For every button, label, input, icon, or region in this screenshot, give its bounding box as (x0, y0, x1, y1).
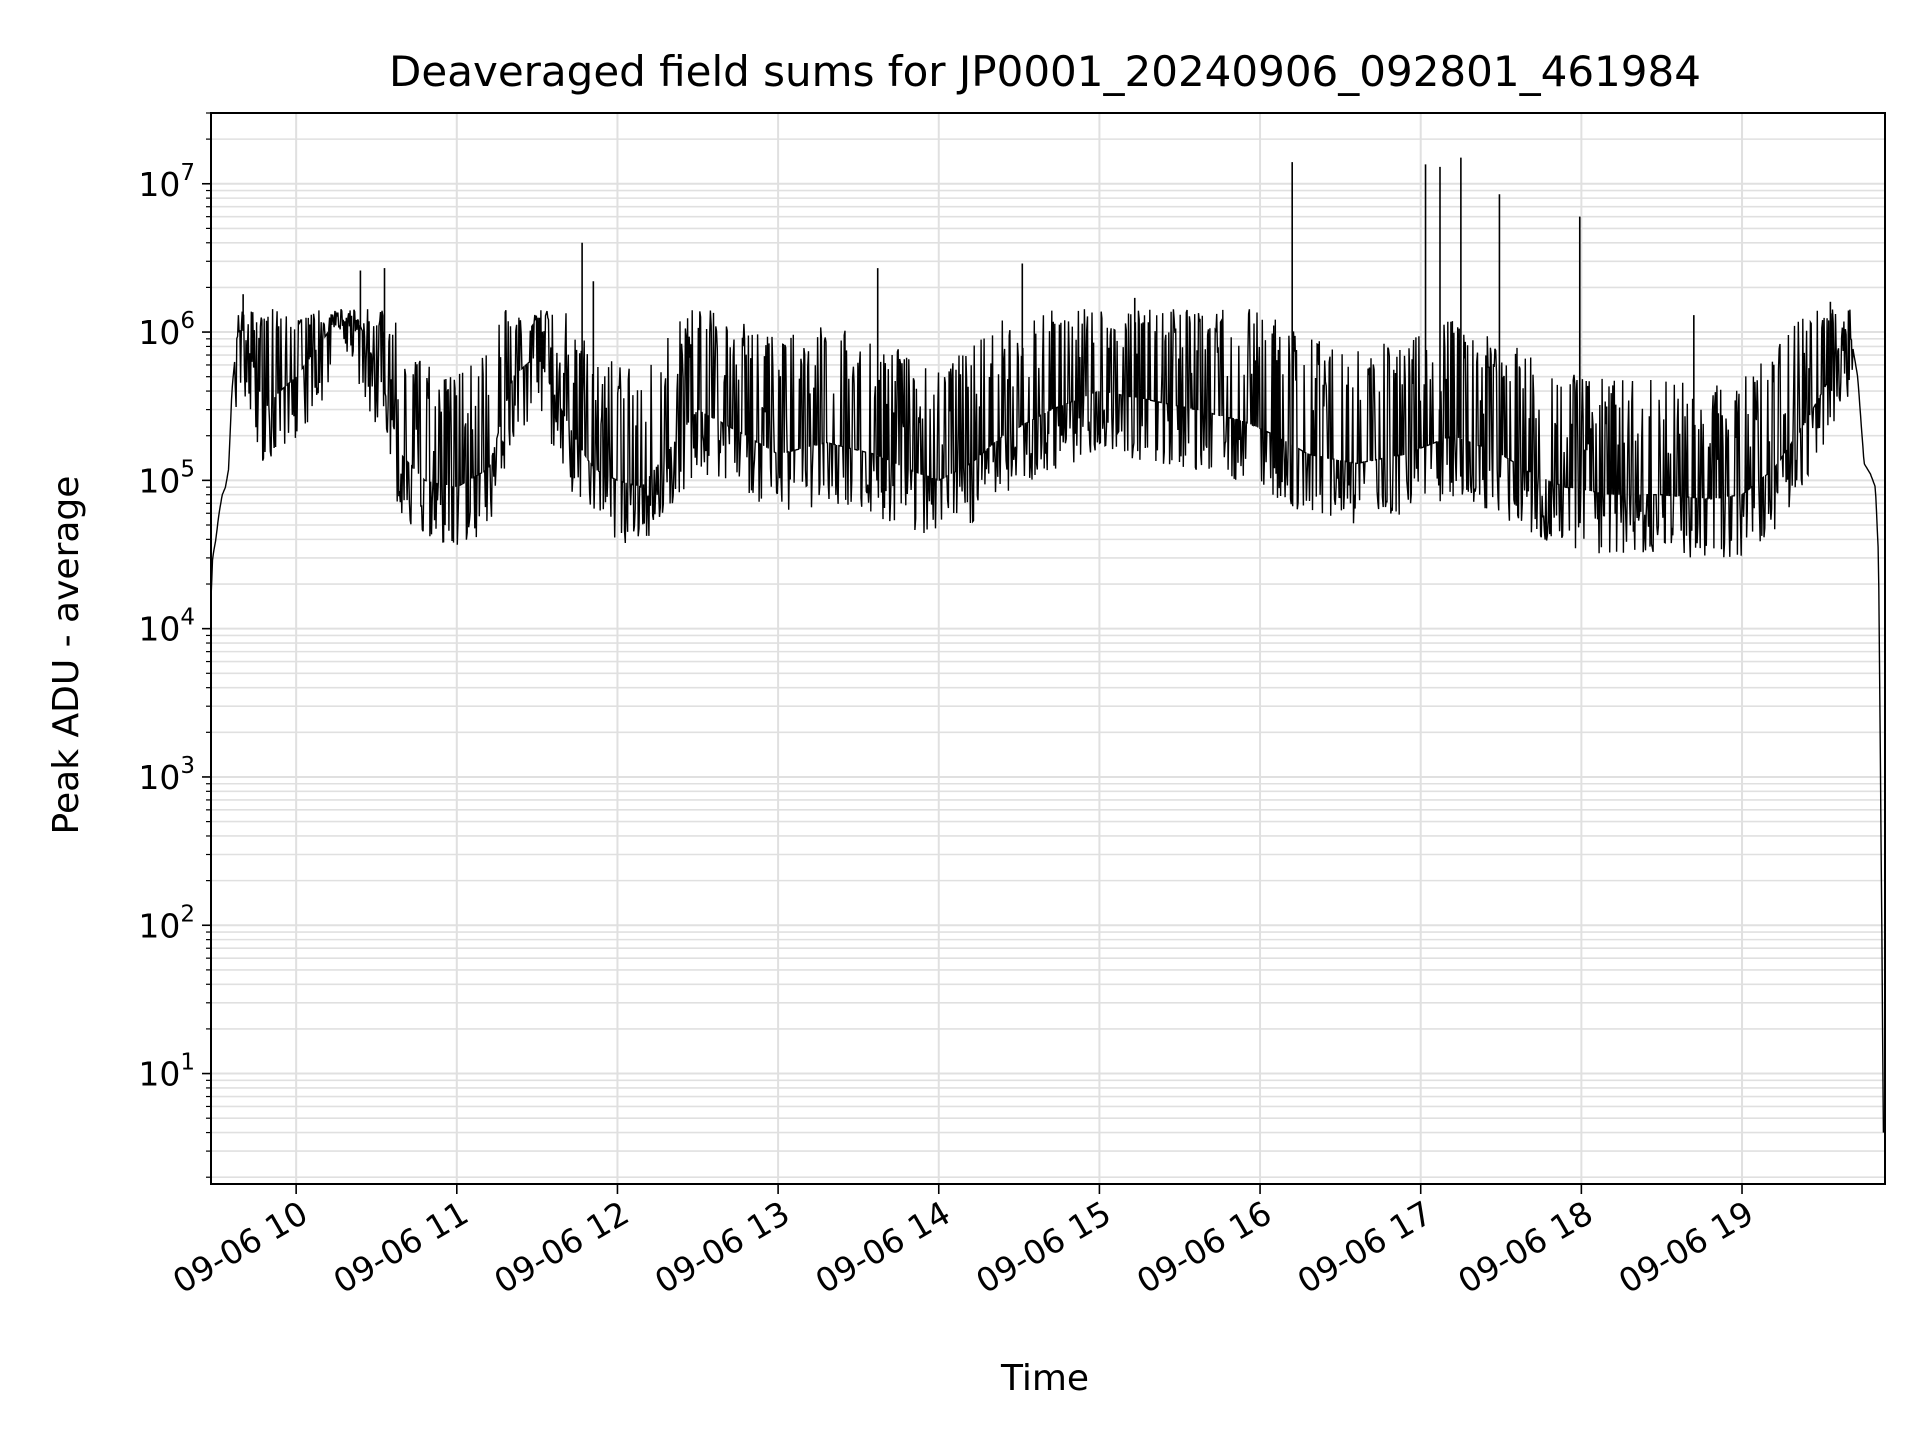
chart-title: Deaveraged field sums for JP0001_2024090… (389, 47, 1701, 96)
x-axis-label: Time (1000, 1358, 1089, 1399)
x-tick-label: 09-06 18 (1451, 1193, 1599, 1301)
y-tick-label: 106 (138, 308, 195, 352)
data-layer (210, 157, 1885, 1133)
y-tick-label: 101 (138, 1050, 195, 1094)
y-tick-label: 107 (138, 160, 195, 204)
y-tick-label: 104 (138, 605, 195, 649)
y-tick-label: 102 (138, 901, 195, 945)
plot-frame (210, 112, 1886, 1185)
x-tick-label: 09-06 16 (1130, 1193, 1278, 1301)
y-tick-label: 105 (138, 456, 195, 500)
series-line (210, 308, 1885, 1133)
grid (211, 112, 1885, 1184)
x-tick-label: 09-06 17 (1291, 1193, 1439, 1301)
y-tick-label: 103 (138, 753, 195, 797)
x-tick-label: 09-06 12 (487, 1193, 635, 1301)
x-tick-label: 09-06 14 (809, 1193, 957, 1301)
y-axis-label: Peak ADU - average (46, 476, 87, 835)
x-tick-label: 09-06 10 (166, 1193, 314, 1301)
x-tick-label: 09-06 19 (1612, 1193, 1760, 1301)
x-tick-label: 09-06 11 (327, 1193, 475, 1301)
x-tick-label: 09-06 15 (969, 1193, 1117, 1301)
x-tick-label: 09-06 13 (648, 1193, 796, 1301)
